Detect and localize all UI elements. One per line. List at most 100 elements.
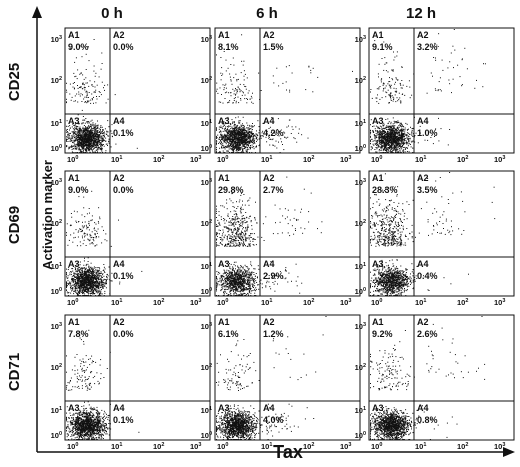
cell-dot xyxy=(79,293,80,294)
cell-dot xyxy=(387,118,388,119)
cell-dot xyxy=(253,138,254,139)
cell-dot xyxy=(381,80,382,81)
cell-dot xyxy=(232,84,233,85)
cell-dot xyxy=(223,84,224,85)
cell-dot xyxy=(272,139,273,140)
cell-dot xyxy=(87,275,88,276)
cell-dot xyxy=(385,119,386,120)
cell-dot xyxy=(404,140,405,141)
cell-dot xyxy=(254,140,255,141)
cell-dot xyxy=(251,128,252,129)
cell-dot xyxy=(68,275,69,276)
cell-dot xyxy=(234,137,235,138)
cell-dot xyxy=(242,149,243,150)
cell-dot xyxy=(97,150,98,151)
cell-dot xyxy=(216,129,217,130)
cell-dot xyxy=(216,91,217,92)
cell-dot xyxy=(236,150,237,151)
cell-dot xyxy=(240,147,241,148)
cell-dot xyxy=(108,141,109,142)
cell-dot xyxy=(76,57,77,58)
cell-dot xyxy=(88,86,89,87)
cell-dot xyxy=(78,131,79,132)
cell-dot xyxy=(107,135,108,136)
cell-dot xyxy=(79,137,80,138)
cell-dot xyxy=(398,134,399,135)
cell-dot xyxy=(255,147,256,148)
cell-dot xyxy=(96,128,97,129)
cell-dot xyxy=(71,100,72,101)
cell-dot xyxy=(79,147,80,148)
cell-dot xyxy=(94,268,95,269)
cell-dot xyxy=(221,127,222,128)
cell-dot xyxy=(103,138,104,139)
cell-dot xyxy=(106,287,107,288)
cell-dot xyxy=(251,133,252,134)
cell-dot xyxy=(403,142,404,143)
cell-dot xyxy=(242,123,243,124)
cell-dot xyxy=(230,92,231,93)
cell-dot xyxy=(97,121,98,122)
cell-dot xyxy=(100,152,101,153)
cell-dot xyxy=(460,76,461,77)
cell-dot xyxy=(270,139,271,140)
cell-dot xyxy=(232,128,233,129)
cell-dot xyxy=(244,131,245,132)
cell-dot xyxy=(79,132,80,133)
cell-dot xyxy=(237,141,238,142)
cell-dot xyxy=(451,92,452,93)
cell-dot xyxy=(393,101,394,102)
cell-dot xyxy=(216,83,217,84)
cell-dot xyxy=(405,151,406,152)
cell-dot xyxy=(72,271,73,272)
cell-dot xyxy=(100,129,101,130)
cell-dot xyxy=(230,136,231,137)
cell-dot xyxy=(246,130,247,131)
cell-dot xyxy=(87,148,88,149)
cell-dot xyxy=(95,136,96,137)
cell-dot xyxy=(82,110,83,111)
cell-dot xyxy=(106,131,107,132)
cell-dot xyxy=(392,145,393,146)
cell-dot xyxy=(394,136,395,137)
cell-dot xyxy=(390,88,391,89)
quadrant-label-a2: A2 xyxy=(263,30,275,40)
cell-dot xyxy=(100,149,101,150)
cell-dot xyxy=(92,99,93,100)
x-tick-label: 103 xyxy=(494,155,505,164)
cell-dot xyxy=(398,128,399,129)
cell-dot xyxy=(398,146,399,147)
cell-dot xyxy=(88,121,89,122)
cell-dot xyxy=(71,279,72,280)
cell-dot xyxy=(385,143,386,144)
cell-dot xyxy=(382,97,383,98)
cell-dot xyxy=(241,143,242,144)
cell-dot xyxy=(400,140,401,141)
cell-dot xyxy=(389,137,390,138)
cell-dot xyxy=(282,83,283,84)
cell-dot xyxy=(238,130,239,131)
cell-dot xyxy=(293,129,294,130)
cell-dot xyxy=(95,126,96,127)
cell-dot xyxy=(238,127,239,128)
cell-dot xyxy=(225,130,226,131)
cell-dot xyxy=(313,68,314,69)
cell-dot xyxy=(399,146,400,147)
cell-dot xyxy=(435,60,436,61)
cell-dot xyxy=(370,141,371,142)
cell-dot xyxy=(411,132,412,133)
cell-dot xyxy=(391,131,392,132)
cell-dot xyxy=(119,283,120,284)
cell-dot xyxy=(87,82,88,83)
cell-dot xyxy=(234,132,235,133)
cell-dot xyxy=(237,152,238,153)
cell-dot xyxy=(381,127,382,128)
cell-dot xyxy=(248,145,249,146)
column-header-0h: 0 h xyxy=(101,5,123,22)
cell-dot xyxy=(246,131,247,132)
cell-dot xyxy=(94,128,95,129)
cell-dot xyxy=(256,146,257,147)
cell-dot xyxy=(371,139,372,140)
cell-dot xyxy=(392,131,393,132)
cell-dot xyxy=(377,126,378,127)
